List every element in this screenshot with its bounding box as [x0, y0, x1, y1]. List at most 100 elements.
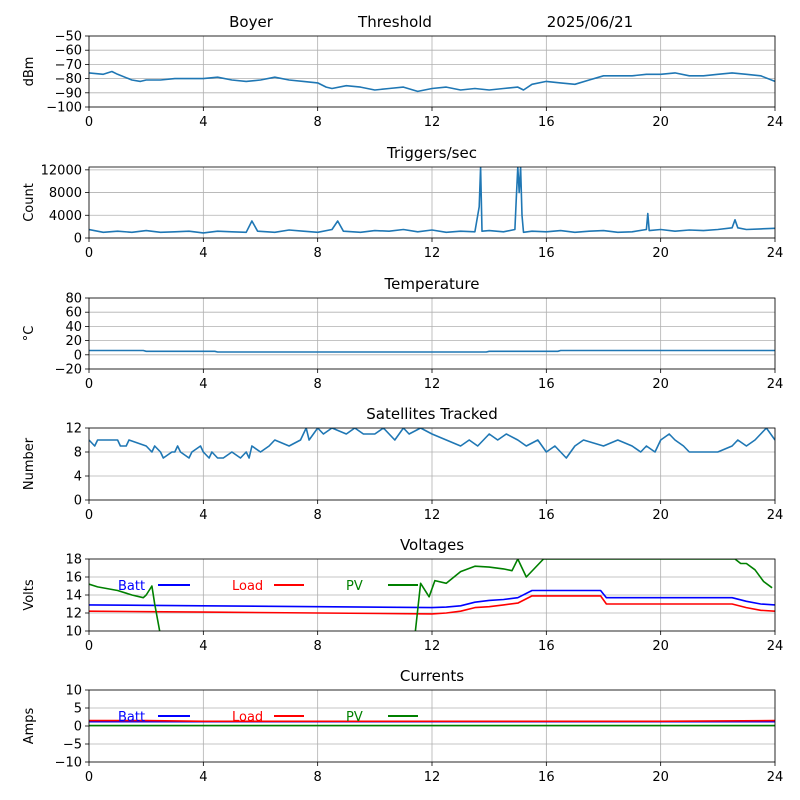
- panel-title: Triggers/sec: [386, 144, 477, 162]
- y-tick-label: 0: [74, 494, 82, 509]
- x-tick-label: 24: [767, 639, 784, 654]
- x-tick-label: 4: [199, 508, 207, 523]
- x-tick-label: 16: [538, 377, 555, 392]
- series-line-signal: [89, 70, 775, 93]
- y-tick-label: −5: [63, 738, 82, 753]
- x-tick-label: 8: [314, 508, 322, 523]
- y-axis-label: Count: [22, 183, 37, 222]
- legend-label-pv: PV: [346, 579, 363, 594]
- panel-title: Satellites Tracked: [366, 405, 497, 423]
- y-axis-label: Volts: [22, 579, 37, 611]
- x-tick-label: 4: [199, 639, 207, 654]
- x-tick-label: 8: [314, 246, 322, 261]
- x-tick-label: 12: [424, 115, 441, 130]
- y-tick-label: 8000: [49, 186, 82, 201]
- x-tick-label: 4: [199, 377, 207, 392]
- y-tick-label: 8: [74, 446, 82, 461]
- y-tick-label: 12000: [41, 163, 82, 178]
- legend-label-load: Load: [232, 579, 263, 594]
- y-tick-label: 10: [65, 684, 82, 699]
- series-line-satellites: [89, 428, 775, 459]
- y-tick-label: 4000: [49, 209, 82, 224]
- x-tick-label: 8: [314, 377, 322, 392]
- y-tick-label: 80: [65, 292, 82, 307]
- y-tick-label: 12: [65, 422, 82, 437]
- x-tick-label: 16: [538, 115, 555, 130]
- y-axis-label: dBm: [22, 57, 37, 87]
- series-line-pv: [89, 559, 773, 631]
- y-tick-label: 18: [65, 553, 82, 568]
- x-tick-label: 12: [424, 246, 441, 261]
- x-tick-label: 12: [424, 377, 441, 392]
- legend-label-load: Load: [232, 710, 263, 725]
- y-axis-label: Amps: [22, 707, 37, 744]
- y-axis-label: °C: [22, 326, 37, 342]
- x-tick-label: 24: [767, 508, 784, 523]
- x-tick-label: 0: [85, 246, 93, 261]
- x-tick-label: 0: [85, 508, 93, 523]
- y-tick-label: 14: [65, 589, 82, 604]
- x-tick-label: 20: [652, 115, 669, 130]
- y-tick-label: −80: [55, 72, 82, 87]
- header-site: Boyer: [229, 13, 274, 31]
- panel-triggers: 0 4 8 12 16 20 24 0 4000 8000 12000 Triggers/sec Cou…: [22, 144, 783, 261]
- y-tick-label: 20: [65, 334, 82, 349]
- y-tick-label: 0: [74, 720, 82, 735]
- series-line-triggers: [89, 167, 775, 234]
- panel-voltages: 0 4 8 12 16 20 24 10 12 14 16 18 Voltages Volts Batt Lo…: [22, 536, 783, 654]
- header-date: 2025/06/21: [547, 13, 633, 31]
- x-tick-label: 16: [538, 770, 555, 785]
- x-tick-label: 20: [652, 246, 669, 261]
- y-tick-label: 10: [65, 625, 82, 640]
- x-tick-label: 8: [314, 770, 322, 785]
- x-tick-label: 24: [767, 377, 784, 392]
- x-tick-label: 24: [767, 115, 784, 130]
- x-tick-label: 16: [538, 508, 555, 523]
- y-axis-label: Number: [22, 437, 37, 490]
- y-tick-label: −100: [46, 101, 82, 116]
- series-line-load: [89, 719, 775, 723]
- x-tick-label: 0: [85, 639, 93, 654]
- series-line-temperature: [89, 349, 775, 353]
- y-tick-label: −20: [55, 363, 82, 378]
- panel-currents: 0 4 8 12 16 20 24 −10 −5 0 5 10 Currents Amps Batt Load…: [22, 667, 783, 785]
- y-tick-label: 60: [65, 306, 82, 321]
- y-tick-label: 4: [74, 470, 82, 485]
- x-tick-label: 8: [314, 115, 322, 130]
- y-tick-label: 16: [65, 571, 82, 586]
- y-tick-label: 40: [65, 320, 82, 335]
- legend-label-batt: Batt: [118, 710, 145, 725]
- y-tick-label: 0: [74, 232, 82, 247]
- x-tick-label: 0: [85, 770, 93, 785]
- y-tick-label: 5: [74, 702, 82, 717]
- x-tick-label: 20: [652, 377, 669, 392]
- y-tick-label: 0: [74, 348, 82, 363]
- panel-signal: 0 4 8 12 16 20 24 −50−60−70−80−90−100 dBm: [22, 30, 783, 131]
- y-tick-label: −10: [55, 756, 82, 771]
- y-tick-label: −60: [55, 44, 82, 59]
- series-line-load: [89, 595, 775, 615]
- series-line-batt: [89, 589, 775, 609]
- x-tick-label: 16: [538, 246, 555, 261]
- x-tick-label: 20: [652, 639, 669, 654]
- x-tick-label: 4: [199, 770, 207, 785]
- panel-satellites: 0 4 8 12 16 20 24 0 4 8 12 Satellites Tracked Number: [22, 405, 783, 523]
- x-tick-label: 8: [314, 639, 322, 654]
- legend-label-pv: PV: [346, 710, 363, 725]
- y-tick-label: −50: [55, 30, 82, 45]
- x-tick-label: 12: [424, 639, 441, 654]
- x-tick-label: 20: [652, 508, 669, 523]
- y-tick-label: 12: [65, 607, 82, 622]
- x-tick-label: 16: [538, 639, 555, 654]
- x-tick-label: 4: [199, 115, 207, 130]
- x-tick-label: 4: [199, 246, 207, 261]
- x-tick-label: 12: [424, 770, 441, 785]
- panel-title: Temperature: [383, 275, 479, 293]
- x-tick-label: 0: [85, 115, 93, 130]
- y-tick-label: −90: [55, 86, 82, 101]
- legend-label-batt: Batt: [118, 579, 145, 594]
- x-tick-label: 24: [767, 246, 784, 261]
